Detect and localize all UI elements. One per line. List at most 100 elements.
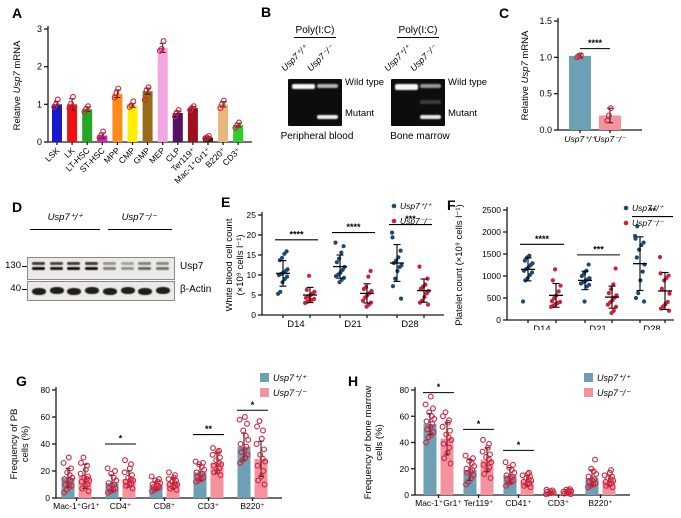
blot-band [155,262,169,266]
lane-label-wildtype: Usp7⁺/⁺ [279,42,310,74]
panel-f-scatter-chart: 0 500 1000 1500 2000 2500 Platelet count (×10⁹… [454,203,674,330]
svg-text:0: 0 [496,315,501,325]
svg-text:20: 20 [41,466,51,476]
svg-text:500: 500 [487,293,501,303]
svg-text:40: 40 [400,438,410,448]
svg-text:Usp7⁻/⁻: Usp7⁻/⁻ [632,218,665,228]
svg-text:(×10⁹ cells l⁻¹): (×10⁹ cells l⁻¹) [235,234,246,295]
svg-text:B220⁺: B220⁺ [240,501,265,511]
svg-text:****: **** [588,38,603,48]
svg-text:2: 2 [37,62,42,72]
svg-text:Relative Usp7 mRNA: Relative Usp7 mRNA [12,40,23,130]
svg-text:cells (%): cells (%) [20,426,31,462]
svg-text:Platelet count (×10⁹ cells l⁻¹: Platelet count (×10⁹ cells l⁻¹) [454,204,465,325]
blot-band [102,262,116,266]
panel-g-label: G [16,373,27,389]
lane-label-wildtype: Usp7⁺/⁺ [382,42,413,74]
panel-b-genotyping-gels: Poly(I:C) Usp7⁺/⁺ Usp7⁻/⁻ Wild type Muta… [255,5,505,155]
svg-text:80: 80 [400,385,410,395]
blot-band [155,286,170,294]
svg-text:CD8⁺: CD8⁺ [154,501,176,511]
blot-band [85,266,99,271]
svg-text:40: 40 [41,439,51,449]
group-underline [108,229,172,231]
gel-group-bone-marrow: Poly(I:C) Usp7⁺/⁺ Usp7⁻/⁻ Wild type Muta… [373,5,488,155]
svg-text:*: * [477,419,481,429]
svg-text:**: ** [205,424,213,434]
group-underline [30,229,100,231]
svg-text:5: 5 [251,290,256,300]
panel-d-western-blot: Usp7⁺/⁺ Usp7⁻/⁻ 130 40 Usp7 β-Actin [5,196,243,321]
svg-text:10: 10 [247,270,257,280]
svg-text:D14: D14 [533,324,550,330]
wild-type-band-label: Wild type [448,77,488,88]
blot-band [102,287,117,295]
svg-text:80: 80 [41,385,51,395]
blot-band [120,262,134,266]
svg-text:****: **** [289,229,304,239]
svg-text:D14: D14 [287,319,304,330]
svg-text:20: 20 [400,464,410,474]
svg-text:*: * [119,434,123,444]
svg-text:3: 3 [37,24,42,34]
lane-label-mutant: Usp7⁻/⁻ [408,42,439,74]
mw-tick [22,266,28,268]
blot-band [120,286,135,294]
blot-group-knockout: Usp7⁻/⁻ [121,212,157,223]
svg-text:****: **** [535,234,550,244]
svg-text:CD4⁺: CD4⁺ [110,501,132,511]
svg-text:White blood cell count: White blood cell count [226,218,235,311]
panel-f-label: F [447,197,456,213]
svg-text:2000: 2000 [482,227,501,237]
svg-text:0: 0 [404,490,409,500]
svg-text:Usp7⁻/⁻: Usp7⁻/⁻ [594,134,627,144]
panel-h-bar-chart: 0 20 40 60 80 Frequency of bone marrow cells (… [363,373,631,508]
usp7-blot-strip [27,257,175,280]
svg-text:*: * [251,400,255,410]
svg-text:Ter119⁺: Ter119⁺ [464,498,494,508]
blot-band [85,286,100,294]
svg-text:*: * [437,382,441,392]
svg-text:1500: 1500 [482,249,501,259]
svg-text:60: 60 [400,411,410,421]
svg-text:CD3⁺: CD3⁺ [198,501,220,511]
gel-image-peripheral-blood [288,79,342,126]
svg-text:0.0: 0.0 [539,125,552,135]
svg-text:Mac-1⁺Gr1⁺: Mac-1⁺Gr1⁺ [415,498,462,508]
panel-h-label: H [348,373,359,389]
blot-band [138,287,153,295]
svg-text:D28: D28 [643,324,660,330]
svg-text:Mac-1⁺Gr1⁺: Mac-1⁺Gr1⁺ [53,501,100,511]
gel-band [317,114,338,120]
svg-text:***: *** [405,214,416,224]
panel-e-scatter-chart: 0 5 10 15 20 25 White blood cell count(×10⁹ ce… [226,201,444,330]
panel-g-bar-chart: 0 20 40 60 80 Frequency of PB cells (%) Mac-1⁺G… [9,373,307,511]
svg-text:20: 20 [247,230,257,240]
mw-marker-130: 130 [5,260,21,271]
svg-text:1: 1 [37,99,42,109]
svg-text:B220⁺: B220⁺ [588,498,613,508]
gel-band [420,114,441,120]
svg-text:***: *** [593,244,604,254]
blot-band [138,266,152,271]
lane-label-mutant: Usp7⁻/⁻ [305,42,336,74]
blot-band [32,266,45,271]
mw-marker-40: 40 [10,283,21,294]
svg-text:CD3⁺: CD3⁺ [548,498,570,508]
svg-text:Frequency of bone marrow: Frequency of bone marrow [363,386,374,500]
svg-text:Relative Usp7 mRNA: Relative Usp7 mRNA [520,30,531,120]
svg-text:25: 25 [247,210,257,220]
svg-text:LSK: LSK [43,145,62,164]
gel-band [292,83,315,90]
gel-image-bone-marrow [391,79,445,126]
mw-tick [22,289,28,291]
svg-text:0: 0 [37,137,42,147]
actin-blot-strip [27,281,175,301]
svg-text:cells (%): cells (%) [374,424,385,460]
svg-text:Frequency of PB: Frequency of PB [9,409,20,480]
gel-band [395,83,418,90]
polyic-header: Poly(I:C) [396,25,440,38]
svg-text:0: 0 [251,310,256,320]
blot-band [155,266,169,271]
